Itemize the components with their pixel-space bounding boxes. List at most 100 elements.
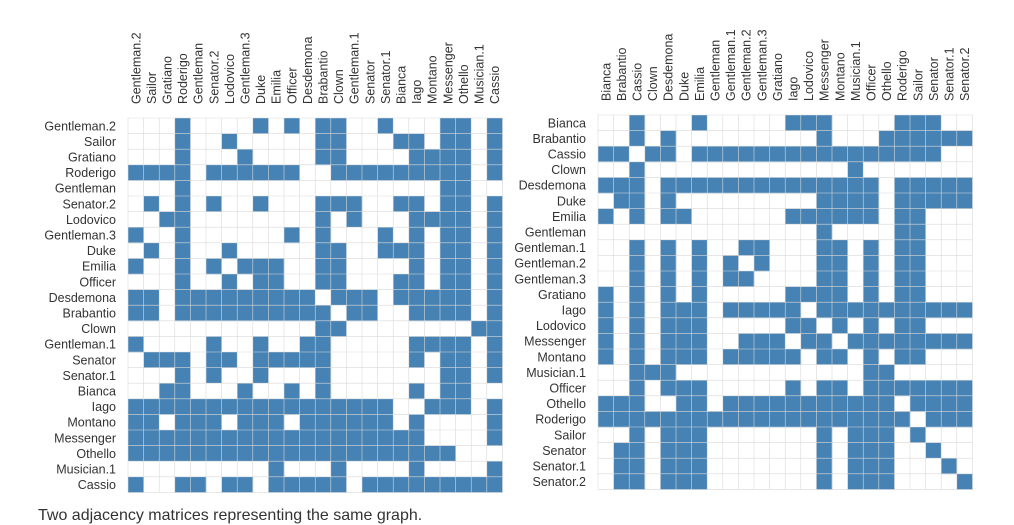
- matrix-cell: [455, 289, 472, 306]
- matrix-cell: [174, 476, 191, 493]
- matrix-cell: [252, 305, 269, 322]
- matrix-cell: [315, 196, 332, 212]
- matrix-cell: [408, 476, 425, 493]
- row-label: Senator.2: [62, 197, 116, 211]
- matrix-cell: [221, 445, 238, 462]
- matrix-cell: [910, 395, 926, 412]
- matrix-cell: [722, 177, 739, 194]
- matrix-cell: [863, 193, 880, 209]
- matrix-cell: [629, 255, 646, 272]
- matrix-cell: [268, 164, 285, 181]
- row-label: Montano: [67, 416, 116, 430]
- matrix-cell: [800, 333, 817, 350]
- matrix-cell: [660, 317, 677, 334]
- matrix-cell: [676, 380, 692, 397]
- column-label: Cassio: [488, 66, 502, 104]
- matrix-cell: [143, 445, 160, 462]
- matrix-cell: [894, 271, 911, 287]
- matrix-cell: [738, 302, 755, 319]
- matrix-cell: [455, 305, 472, 322]
- matrix-cell: [941, 411, 958, 428]
- matrix-cell: [644, 364, 661, 381]
- matrix-cell: [629, 395, 646, 412]
- matrix-cell: [863, 302, 880, 319]
- matrix-cell: [863, 239, 880, 256]
- matrix-cell: [816, 333, 833, 350]
- matrix-cell: [206, 164, 222, 181]
- matrix-cell: [816, 427, 833, 443]
- matrix-cell: [346, 398, 363, 415]
- matrix-cell: [408, 352, 425, 368]
- matrix-cell: [722, 146, 739, 163]
- matrix-cell: [660, 286, 677, 303]
- matrix-cell: [237, 149, 254, 166]
- row-label: Musician.1: [56, 463, 116, 477]
- column-label: Sailor: [145, 72, 159, 104]
- matrix-cell: [613, 473, 630, 490]
- matrix-cell: [206, 367, 222, 384]
- matrix-cell: [440, 289, 456, 306]
- adjacency-matrices: Gentleman.2SailorGratianoRoderigoGentlem…: [44, 29, 973, 493]
- matrix-cell: [644, 411, 661, 428]
- matrix-cell: [455, 242, 472, 259]
- matrix-cell: [629, 208, 646, 225]
- matrix-cell: [143, 398, 160, 415]
- matrix-cell: [408, 383, 425, 400]
- matrix-cell: [424, 164, 441, 181]
- matrix-cell: [174, 164, 191, 181]
- matrix-cell: [629, 302, 646, 319]
- matrix-cell: [816, 255, 833, 272]
- row-label: Cassio: [548, 148, 586, 162]
- matrix-cell: [362, 430, 378, 446]
- matrix-cell: [785, 349, 802, 365]
- matrix-cell: [941, 395, 958, 412]
- matrix-cell: [660, 380, 677, 397]
- matrix-cell: [408, 242, 425, 259]
- matrix-cell: [268, 414, 285, 431]
- matrix-cell: [910, 380, 926, 397]
- matrix-cell: [629, 161, 646, 178]
- matrix-cell: [455, 476, 472, 493]
- matrix-cell: [629, 380, 646, 397]
- matrix-cell: [598, 146, 614, 163]
- matrix-cell: [925, 177, 942, 194]
- matrix-cell: [878, 458, 895, 475]
- matrix-cell: [486, 476, 503, 493]
- column-label: Lodovico: [223, 54, 237, 104]
- matrix-cell: [174, 305, 191, 322]
- matrix-cell: [486, 258, 503, 275]
- matrix-cell: [644, 146, 661, 163]
- matrix-cell: [847, 458, 864, 475]
- matrix-cell: [629, 427, 646, 443]
- matrix-cell: [268, 352, 285, 368]
- matrix-cell: [174, 211, 191, 228]
- matrix-cell: [128, 430, 144, 446]
- matrix-cell: [894, 286, 911, 303]
- column-label: Lodovico: [802, 51, 816, 101]
- matrix-cell: [925, 411, 942, 428]
- column-label: Bianca: [599, 63, 613, 101]
- matrix-cell: [330, 196, 347, 212]
- row-label: Desdemona: [519, 179, 586, 193]
- matrix-cell: [660, 255, 677, 272]
- matrix-cell: [878, 427, 895, 443]
- matrix-cell: [440, 149, 456, 166]
- matrix-cell: [299, 476, 316, 493]
- matrix-cell: [377, 430, 394, 446]
- matrix-cell: [455, 211, 472, 228]
- matrix-cell: [832, 146, 848, 163]
- matrix-cell: [847, 302, 864, 319]
- row-label: Senator.1: [532, 460, 586, 474]
- matrix-cell: [894, 146, 911, 163]
- matrix-cell: [237, 445, 254, 462]
- row-label: Gratiano: [538, 288, 586, 302]
- matrix-cell: [816, 302, 833, 319]
- row-label: Duke: [87, 244, 116, 258]
- matrix-cell: [894, 317, 911, 334]
- matrix-cell: [691, 115, 708, 131]
- matrix-cell: [691, 286, 708, 303]
- matrix-cell: [159, 164, 176, 181]
- row-label: Musician.1: [526, 366, 586, 380]
- matrix-cell: [660, 442, 677, 459]
- matrix-cell: [408, 133, 425, 150]
